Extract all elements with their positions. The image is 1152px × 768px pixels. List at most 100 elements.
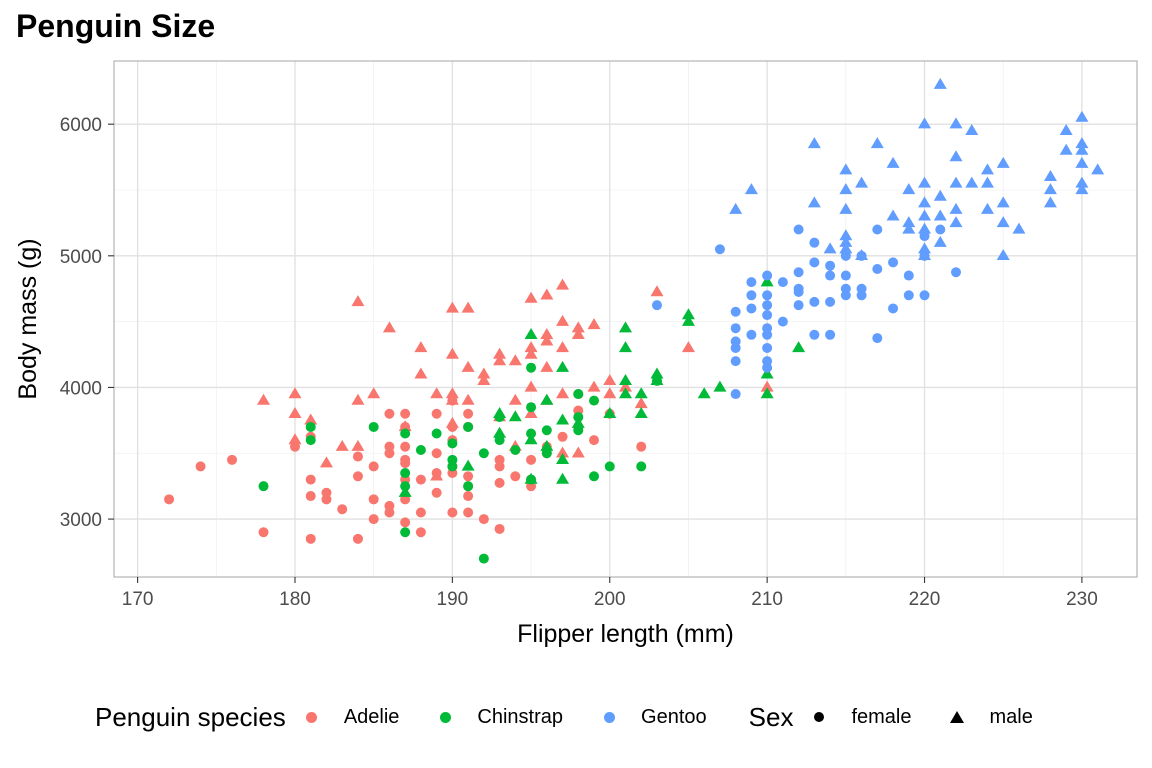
gentoo-male-point: [839, 202, 853, 214]
adelie-female-point: [463, 507, 474, 518]
gentoo-male-point: [918, 222, 932, 234]
adelie-female-point: [526, 454, 537, 465]
adelie-male-point: [445, 416, 459, 428]
adelie-female-point: [431, 448, 442, 459]
adelie-male-point: [540, 334, 554, 346]
gentoo-male-point: [918, 117, 932, 129]
chinstrap-female-point: [526, 402, 537, 413]
adelie-female-point: [352, 471, 363, 482]
chinstrap-male-point: [524, 472, 538, 484]
gentoo-female-point: [793, 287, 804, 298]
adelie-male-point: [587, 318, 601, 330]
gentoo-male-point: [996, 248, 1010, 260]
adelie-female-point: [337, 504, 348, 515]
gentoo-male-point: [918, 209, 932, 221]
gentoo-male-point: [839, 163, 853, 175]
adelie-male-point: [288, 406, 302, 418]
adelie-female-point: [463, 471, 474, 482]
gentoo-male-point: [1043, 170, 1057, 182]
y-tick-label: 4000: [60, 378, 102, 399]
gentoo-male-point: [1075, 176, 1089, 188]
gentoo-female-point: [809, 257, 820, 268]
chinstrap-female-point: [447, 461, 458, 472]
gentoo-male-point: [886, 209, 900, 221]
chinstrap-male-point: [556, 472, 570, 484]
chinstrap-female-point: [400, 527, 411, 538]
grid: [114, 61, 1137, 577]
adelie-female-point: [510, 471, 521, 482]
adelie-male-point: [587, 380, 601, 392]
adelie-male-point: [524, 406, 538, 418]
adelie-female-point: [195, 461, 206, 472]
scatter-plot: 170 180 190 200 210 220 230 3000 4000 5000 6000 Fl…: [14, 60, 1138, 648]
adelie-female-point: [400, 458, 411, 469]
legend-label-chinstrap: Chinstrap: [477, 705, 564, 728]
gentoo-male-point: [996, 156, 1010, 168]
gentoo-female-point: [809, 296, 820, 307]
adelie-female-point: [447, 507, 458, 518]
gentoo-female-point: [762, 300, 773, 311]
adelie-male-point: [540, 360, 554, 372]
gentoo-female-point: [730, 389, 741, 400]
gentoo-male-point: [902, 222, 916, 234]
adelie-male-point: [445, 301, 459, 313]
chinstrap-male-point: [697, 387, 711, 399]
gentoo-female-point: [762, 329, 773, 340]
adelie-male-point: [257, 393, 271, 405]
dot-icon: [439, 711, 451, 723]
chinstrap-male-point: [760, 275, 774, 287]
adelie-female-point: [636, 441, 647, 452]
adelie-female-point: [305, 491, 316, 502]
x-tick-label: 210: [751, 589, 783, 610]
legend-key-male: [945, 706, 969, 729]
chinstrap-female-point: [604, 461, 615, 472]
gentoo-female-point: [919, 290, 930, 301]
adelie-male-point: [367, 387, 381, 399]
chinstrap-female-point: [478, 553, 489, 564]
gentoo-male-point: [839, 235, 853, 247]
adelie-male-point: [477, 374, 491, 386]
chinstrap-female-point: [463, 421, 474, 432]
gentoo-female-point: [651, 300, 662, 311]
gentoo-male-point: [918, 176, 932, 188]
adelie-male-point: [477, 367, 491, 379]
adelie-female-point: [431, 487, 442, 498]
legend-label-female: female: [851, 705, 912, 728]
chinstrap-male-point: [681, 314, 695, 326]
chinstrap-male-point: [398, 485, 412, 497]
gentoo-male-point: [918, 248, 932, 260]
adelie-male-point: [556, 278, 570, 290]
gentoo-male-point: [807, 196, 821, 208]
adelie-male-point: [493, 347, 507, 359]
chinstrap-male-point: [713, 380, 727, 392]
chinstrap-male-point: [524, 327, 538, 339]
chinstrap-male-point: [508, 410, 522, 422]
gentoo-male-point: [886, 156, 900, 168]
adelie-female-point: [321, 494, 332, 505]
gentoo-female-point: [762, 310, 773, 321]
gentoo-female-point: [903, 270, 914, 281]
adelie-female-point: [463, 491, 474, 502]
y-axis-title: Body mass (g): [14, 238, 42, 399]
chinstrap-male-point: [681, 308, 695, 320]
adelie-male-point: [319, 456, 333, 468]
gentoo-male-point: [855, 248, 869, 260]
x-axis-title: Flipper length (mm): [517, 620, 734, 648]
gentoo-male-point: [933, 235, 947, 247]
adelie-male-point: [351, 295, 365, 307]
chinstrap-female-point: [258, 481, 269, 492]
adelie-female-point: [431, 408, 442, 419]
adelie-female-point: [415, 507, 426, 518]
chinstrap-female-point: [431, 428, 442, 439]
adelie-female-point: [400, 408, 411, 419]
legend-label-gentoo: Gentoo: [641, 705, 707, 728]
x-tick-label: 180: [279, 589, 311, 610]
gentoo-female-point: [856, 290, 867, 301]
chinstrap-male-point: [493, 426, 507, 438]
adelie-female-point: [557, 431, 568, 442]
gentoo-male-point: [839, 229, 853, 241]
adelie-male-point: [461, 301, 475, 313]
gentoo-male-point: [949, 202, 963, 214]
chart-title: Penguin Size: [16, 8, 216, 44]
adelie-male-point: [288, 433, 302, 445]
